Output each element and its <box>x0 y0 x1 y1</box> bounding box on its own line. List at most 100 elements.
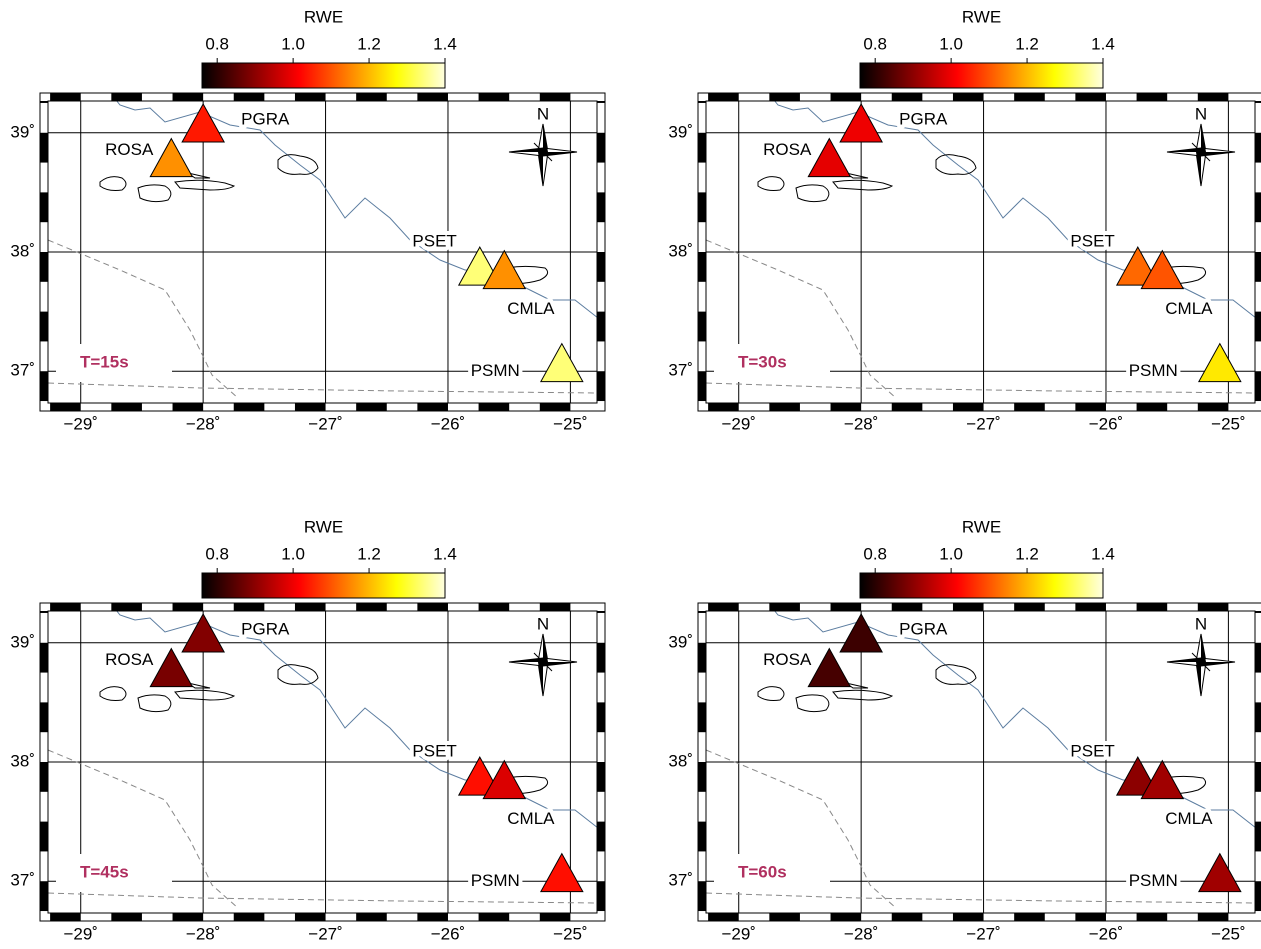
frame-segment <box>952 603 984 611</box>
colorbar-tick-label: 0.8 <box>205 544 229 563</box>
compass-star <box>533 142 553 162</box>
frame-segment <box>698 702 706 733</box>
compass-star <box>543 152 577 156</box>
station-label: ROSA <box>105 650 154 669</box>
frame-segment <box>698 371 706 402</box>
frame-segment <box>1197 913 1229 921</box>
compass-star <box>1167 658 1201 662</box>
compass-star <box>1191 142 1211 162</box>
frame-segment <box>597 252 605 282</box>
frame-segment <box>172 603 204 611</box>
station-label: PSET <box>1070 742 1114 761</box>
lat-tick-label: 38˚ <box>10 751 35 770</box>
station-marker <box>1140 249 1185 290</box>
lon-tick-label: −27˚ <box>308 414 343 433</box>
frame-segment <box>539 603 571 611</box>
fault-line <box>705 749 897 909</box>
frame-segment <box>40 821 48 852</box>
frame-segment <box>1255 881 1261 912</box>
lon-tick-label: −25˚ <box>1211 924 1246 943</box>
frame-segment <box>172 93 204 101</box>
panel-label: T=15s <box>80 352 129 371</box>
compass-star <box>1196 662 1201 696</box>
colorbar-tick-label: 1.2 <box>1015 544 1039 563</box>
island <box>935 664 977 685</box>
frame-segment <box>698 611 706 613</box>
frame-segment <box>478 403 510 411</box>
colorbar-tick-label: 0.8 <box>863 544 887 563</box>
frame-segment <box>172 403 204 411</box>
frame-segment <box>1255 132 1261 163</box>
station-marker <box>181 102 225 143</box>
fault-line <box>705 239 897 399</box>
colorbar-title: RWE <box>304 517 343 536</box>
station-label: PSET <box>412 742 456 761</box>
lon-tick-label: −26˚ <box>431 924 466 943</box>
island <box>277 154 319 175</box>
frame-segment <box>698 101 706 103</box>
panel-label-box <box>56 854 172 892</box>
frame-segment <box>417 93 448 101</box>
frame-segment <box>1197 93 1229 101</box>
island <box>137 184 172 203</box>
station-marker <box>149 137 194 178</box>
station-label: PGRA <box>899 109 948 128</box>
frame-segment <box>1255 762 1261 792</box>
station-marker <box>1140 759 1185 800</box>
lat-tick-label: 39˚ <box>10 122 35 141</box>
frame-segment <box>597 821 605 852</box>
lon-tick-label: −29˚ <box>721 414 756 433</box>
frame-segment <box>40 311 48 342</box>
frame-segment <box>698 762 706 792</box>
frame-segment <box>597 762 605 792</box>
lon-tick-label: −25˚ <box>553 924 588 943</box>
frame-segment <box>50 403 81 411</box>
frame-segment <box>597 371 605 402</box>
map-frame <box>39 92 606 412</box>
frame-segment <box>40 881 48 912</box>
frame-segment <box>891 603 923 611</box>
frame-segment <box>1014 603 1045 611</box>
frame-segment <box>40 702 48 733</box>
frame-segment <box>40 252 48 282</box>
frame-segment <box>1255 821 1261 852</box>
frame-segment <box>478 913 510 921</box>
frame-segment <box>294 913 326 921</box>
frame-segment <box>597 642 605 673</box>
lon-tick-label: −28˚ <box>844 414 879 433</box>
frame-segment <box>830 93 862 101</box>
station-marker <box>149 647 194 688</box>
frame-segment <box>698 881 706 912</box>
frame-segment <box>597 611 605 613</box>
colorbar <box>859 572 1104 599</box>
frame-segment <box>478 603 510 611</box>
frame-segment <box>294 603 326 611</box>
island <box>174 179 236 191</box>
frame-segment <box>233 603 265 611</box>
colorbar-title: RWE <box>962 7 1001 26</box>
frame-segment <box>597 311 605 342</box>
colorbar-tick-label: 1.4 <box>433 544 457 563</box>
frame-segment <box>698 642 706 673</box>
island <box>795 694 830 713</box>
lon-tick-label: −26˚ <box>431 414 466 433</box>
map-panel: RWE 0.8 1.0 1.2 1.4 −29˚ −28˚ −27˚ −26˚ −25˚ 39˚ 38… <box>668 7 1261 433</box>
frame-segment <box>111 93 142 101</box>
frame-segment <box>1075 93 1106 101</box>
frame-segment <box>597 881 605 912</box>
frame-segment <box>830 913 862 921</box>
frame-segment <box>1075 603 1106 611</box>
frame-segment <box>233 403 265 411</box>
station-label: PSMN <box>1129 361 1178 380</box>
colorbar-tick-label: 1.4 <box>1091 544 1115 563</box>
compass-star <box>1201 662 1235 666</box>
frame-segment <box>1255 642 1261 673</box>
colorbar-tick-label: 0.8 <box>205 34 229 53</box>
frame-segment <box>1136 93 1168 101</box>
compass-label: N <box>537 104 549 123</box>
compass-star <box>543 634 548 662</box>
fault-line <box>47 382 599 394</box>
fault-line <box>47 239 239 399</box>
frame-segment <box>708 93 739 101</box>
station-label: ROSA <box>763 140 812 159</box>
